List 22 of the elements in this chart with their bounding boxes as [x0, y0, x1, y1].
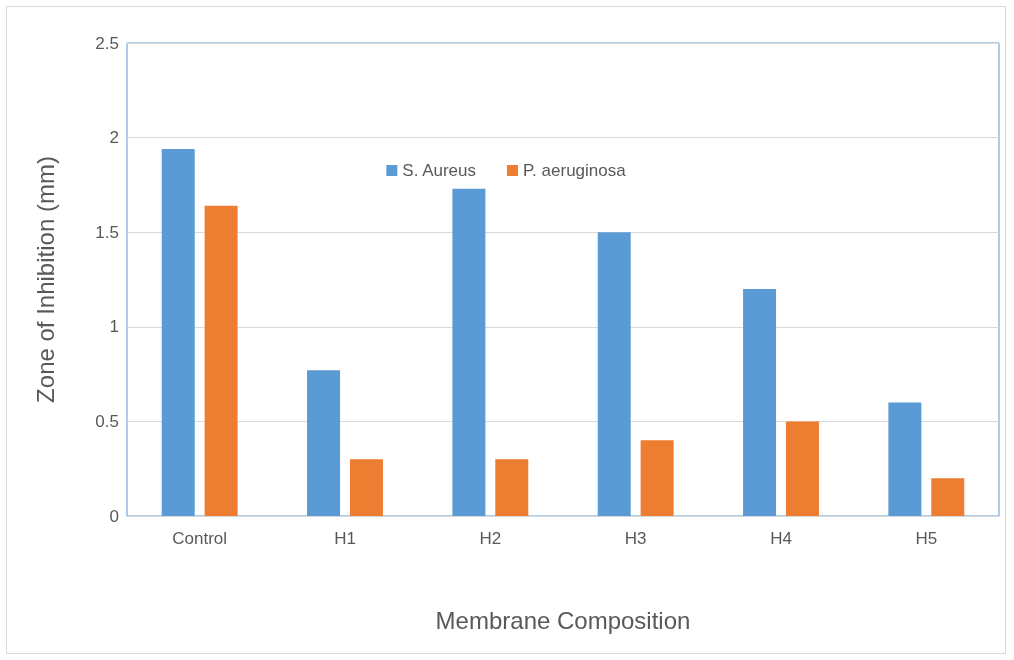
y-tick-label: 2.5 — [95, 33, 119, 53]
x-tick-label: H5 — [915, 529, 938, 548]
x-axis-title: Membrane Composition — [435, 606, 691, 634]
x-tick-label: H2 — [479, 529, 502, 548]
legend-label: P. aeruginosa — [522, 161, 627, 180]
x-tick-label: H3 — [624, 529, 647, 548]
y-tick-label: 1 — [109, 317, 119, 337]
legend-label: S. Aureus — [402, 161, 477, 180]
y-axis-title: Zone of Inhibition (mm) — [31, 156, 59, 403]
x-tick-label: H1 — [334, 529, 356, 548]
x-tick-label: Control — [172, 529, 228, 548]
bar — [204, 205, 238, 516]
y-tick-label: 2 — [109, 128, 119, 148]
y-tick-label: 0 — [109, 506, 119, 526]
bar — [931, 478, 965, 516]
bar — [349, 459, 383, 516]
bar — [640, 440, 674, 516]
bar — [495, 459, 529, 516]
y-tick-label: 1.5 — [95, 222, 119, 242]
x-tick-label: H4 — [770, 529, 792, 548]
bar — [785, 421, 819, 516]
y-tick-label: 0.5 — [95, 411, 119, 431]
